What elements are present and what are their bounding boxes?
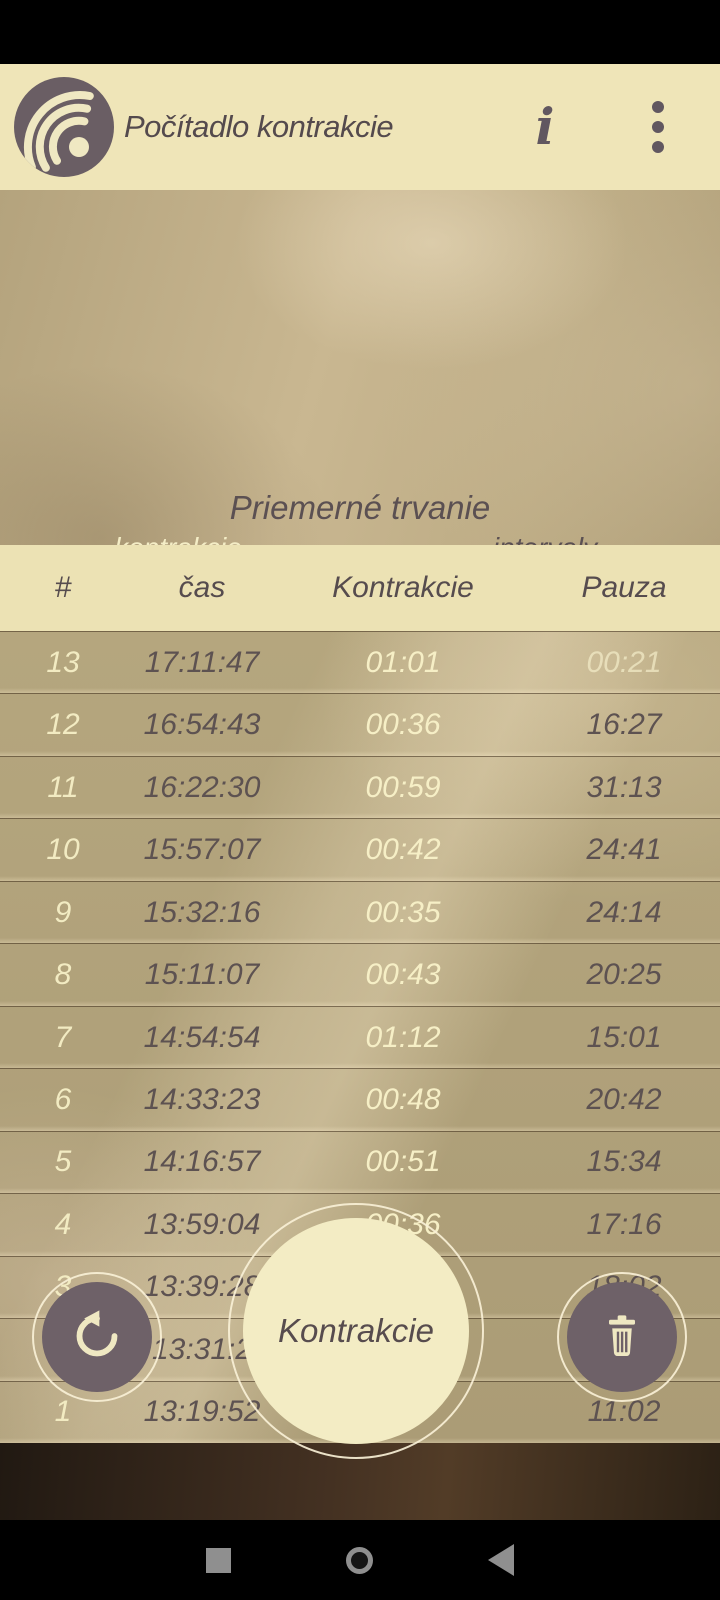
table-row: 13 17:11:47 01:01 00:21: [0, 631, 720, 694]
row-number: 7: [54, 1020, 72, 1054]
table-row: 11 16:22:30 00:59 31:13: [0, 755, 720, 819]
col-time: čas: [178, 571, 226, 604]
table-row: 12 16:54:43 00:36 16:27: [0, 693, 720, 757]
back-triangle-icon[interactable]: [488, 1544, 514, 1576]
row-contraction: 00:48: [365, 1083, 441, 1117]
row-number: 6: [54, 1083, 72, 1117]
table-row: 8 15:11:07 00:43 20:25: [0, 943, 720, 1007]
stats-panel: Priemerné trvanie kontrakcie 00:46 zvýše…: [0, 190, 720, 643]
col-number: #: [54, 571, 72, 604]
row-pause: 15:34: [586, 1145, 662, 1179]
row-number: 12: [46, 708, 80, 742]
row-time: 15:32:16: [143, 895, 261, 929]
table-header: # čas Kontrakcie Pauza: [0, 545, 720, 631]
background-photo-band: [0, 1443, 720, 1520]
row-contraction: 00:35: [365, 895, 441, 929]
row-number: 1: [54, 1395, 72, 1429]
recents-square-icon[interactable]: [206, 1547, 231, 1573]
undo-arrow-icon: [69, 1308, 125, 1367]
row-time: 13:39:28: [143, 1270, 261, 1304]
overflow-menu-icon[interactable]: [628, 87, 688, 167]
row-pause: 24:41: [586, 833, 662, 867]
row-number: 13: [46, 645, 80, 679]
row-contraction: 01:12: [365, 1020, 441, 1054]
table-row: 9 15:32:16 00:35 24:14: [0, 880, 720, 944]
row-time: 14:54:54: [143, 1020, 261, 1054]
row-time: 16:22:30: [143, 770, 261, 804]
row-contraction: 01:01: [365, 645, 441, 679]
row-number: 5: [54, 1145, 72, 1179]
row-time: 15:57:07: [143, 833, 261, 867]
row-pause: 24:14: [586, 895, 662, 929]
row-pause: 20:25: [586, 958, 662, 992]
row-number: 8: [54, 958, 72, 992]
stats-title: Priemerné trvanie: [229, 489, 491, 526]
row-pause: 11:02: [587, 1395, 661, 1429]
table-row: 7 14:54:54 01:12 15:01: [0, 1005, 720, 1069]
row-time: 16:54:43: [143, 708, 261, 742]
row-number: 9: [54, 895, 72, 929]
app-logo-icon: [14, 77, 114, 177]
row-pause: 16:27: [586, 708, 662, 742]
status-bar: [0, 0, 720, 64]
android-nav-bar: [0, 1520, 720, 1600]
row-contraction: 00:43: [365, 958, 441, 992]
row-time: 13:31:2: [151, 1332, 253, 1366]
home-circle-icon[interactable]: [346, 1546, 373, 1574]
table-row: 6 14:33:23 00:48 20:42: [0, 1068, 720, 1132]
app-title: Počítadlo kontrakcie: [124, 109, 394, 144]
row-number: 11: [47, 770, 79, 804]
row-pause: 00:21: [586, 645, 662, 679]
trash-icon: [596, 1310, 648, 1365]
info-icon[interactable]: i: [535, 97, 555, 156]
contraction-button[interactable]: Kontrakcie: [243, 1218, 469, 1444]
row-pause: 17:16: [586, 1207, 662, 1241]
table-row: 10 15:57:07 00:42 24:41: [0, 818, 720, 882]
row-pause: 31:13: [586, 770, 662, 804]
row-time: 14:33:23: [143, 1083, 261, 1117]
app-header: Počítadlo kontrakcie i: [0, 64, 720, 190]
row-contraction: 00:36: [365, 708, 441, 742]
table-row: 5 14:16:57 00:51 15:34: [0, 1130, 720, 1194]
row-number: 10: [46, 833, 80, 867]
row-time: 17:11:47: [144, 645, 260, 679]
row-time: 13:19:52: [143, 1395, 261, 1429]
reset-button[interactable]: [42, 1282, 152, 1392]
delete-button[interactable]: [567, 1282, 677, 1392]
row-time: 13:59:04: [143, 1207, 261, 1241]
col-contraction: Kontrakcie: [332, 571, 474, 604]
row-contraction: 00:42: [365, 833, 441, 867]
row-contraction: 00:51: [365, 1145, 441, 1179]
row-time: 14:16:57: [143, 1145, 261, 1179]
row-contraction: 00:59: [365, 770, 441, 804]
contraction-button-label: Kontrakcie: [278, 1312, 434, 1349]
row-number: 4: [54, 1207, 72, 1241]
row-pause: 15:01: [586, 1020, 662, 1054]
col-pause: Pauza: [581, 571, 667, 604]
row-time: 15:11:07: [144, 958, 260, 992]
row-pause: 20:42: [586, 1083, 662, 1117]
